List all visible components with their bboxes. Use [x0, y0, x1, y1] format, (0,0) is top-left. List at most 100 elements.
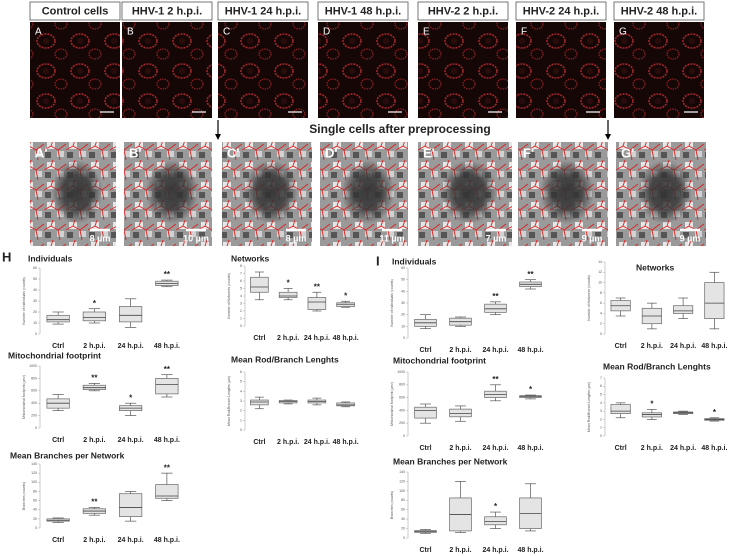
box-chart: Mean Rod/Branch Lenghts Mean Rod/Branch L…: [587, 361, 728, 452]
y-tick-label: 4: [240, 389, 242, 393]
chart-title: Individuals: [28, 253, 73, 263]
header-box: [217, 1, 309, 21]
image-letter: B: [127, 27, 134, 38]
significance: **: [527, 270, 534, 279]
category-label: 2 h.p.i.: [449, 445, 471, 452]
y-tick-label: 4: [600, 311, 602, 315]
image-letter: G: [619, 27, 627, 38]
y-tick-label: 14: [598, 260, 602, 264]
category-label: 2 h.p.i.: [641, 343, 663, 350]
y-tick-label: 12: [598, 270, 602, 274]
category-label: 2 h.p.i.: [83, 343, 105, 350]
y-tick-label: 2: [240, 409, 242, 413]
y-tick-label: 2: [600, 417, 602, 421]
box: [414, 406, 437, 419]
header-box: [613, 1, 705, 21]
box: [449, 408, 472, 418]
y-tick-label: 1000: [29, 364, 37, 368]
micrograph: [218, 22, 308, 118]
y-tick-label: 5: [240, 286, 242, 290]
significance: *: [287, 279, 291, 288]
y-tick-label: 1: [240, 418, 242, 422]
image-letter: E: [423, 27, 430, 38]
category-label: Ctrl: [253, 439, 265, 446]
y-tick-label: 140: [399, 470, 405, 474]
y-axis-label: Number of Networks (counts): [587, 275, 591, 321]
nucleus: [341, 160, 395, 224]
category-label: Ctrl: [615, 343, 627, 350]
header-box: [121, 1, 213, 21]
header-box: [29, 1, 121, 21]
category-label: Ctrl: [253, 335, 265, 342]
chart-title: Individuals: [392, 256, 437, 266]
category-label: 24 h.p.i.: [118, 437, 144, 444]
y-tick-label: 4: [600, 401, 602, 405]
y-tick-label: 7: [600, 376, 602, 380]
y-tick-label: 0: [35, 526, 37, 530]
significance: *: [529, 385, 533, 394]
category-label: 24 h.p.i.: [670, 445, 696, 452]
y-tick-label: 20: [33, 517, 37, 521]
header-box: [317, 1, 409, 21]
column-header: HHV-1 24 h.p.i.: [225, 5, 301, 17]
y-tick-label: 0: [600, 434, 602, 438]
panel-letter: I: [376, 253, 380, 268]
y-tick-label: 20: [401, 526, 405, 530]
y-tick-label: 400: [399, 408, 405, 412]
chart-title: Networks: [636, 262, 675, 272]
category-label: 48 h.p.i.: [333, 439, 359, 446]
significance: **: [164, 365, 171, 374]
y-tick-label: 40: [33, 508, 37, 512]
box: [155, 484, 179, 499]
box: [641, 412, 662, 418]
image-letter: E': [423, 145, 435, 160]
box: [278, 291, 298, 298]
significance: *: [344, 291, 348, 300]
category-label: 48 h.p.i.: [154, 343, 180, 350]
box: [336, 402, 355, 407]
category-label: 48 h.p.i.: [517, 547, 543, 554]
nucleus: [638, 160, 692, 224]
y-tick-label: 2: [240, 309, 242, 313]
chart-title: Mean Branches per Network: [10, 450, 125, 460]
significance: *: [494, 502, 498, 511]
category-label: 2 h.p.i.: [277, 439, 299, 446]
scale-label: 11 µm: [379, 233, 404, 243]
box: [155, 378, 179, 395]
category-label: 2 h.p.i.: [449, 347, 471, 354]
micrograph: [516, 22, 606, 118]
category-label: 48 h.p.i.: [154, 437, 180, 444]
box: [119, 493, 143, 517]
box-chart: Mean Rod/Branch Lenghts Mean Rod/Branch L…: [227, 354, 359, 446]
box-chart: Individuals Number of individuals (counts…: [390, 256, 544, 354]
category-label: Ctrl: [419, 347, 431, 354]
arrow-head: [215, 134, 221, 140]
scale-label: 9 µm: [582, 233, 603, 243]
category-label: 48 h.p.i.: [517, 445, 543, 452]
y-tick-label: 1: [600, 426, 602, 430]
y-tick-label: 40: [401, 517, 405, 521]
y-axis-label: Number of Networks (counts): [227, 273, 231, 319]
category-label: 2 h.p.i.: [449, 547, 471, 554]
y-axis-label: Mitochondrial footprint (µm²): [22, 375, 26, 419]
scale-label: 8 µm: [286, 233, 307, 243]
y-tick-label: 10: [33, 321, 37, 325]
y-tick-label: 10: [401, 324, 405, 328]
y-tick-label: 8: [600, 291, 602, 295]
y-tick-label: 5: [240, 380, 242, 384]
micrograph: [30, 22, 120, 118]
category-label: Ctrl: [419, 445, 431, 452]
nucleus: [51, 160, 103, 224]
scale-label: 7 µm: [486, 233, 507, 243]
chart-title: Mitochondrial footprint: [8, 350, 101, 360]
significance: *: [129, 393, 133, 402]
significance: **: [492, 375, 499, 384]
category-label: 24 h.p.i.: [118, 343, 144, 350]
y-tick-label: 10: [598, 280, 602, 284]
category-label: 24 h.p.i.: [482, 347, 508, 354]
nucleus: [145, 160, 199, 224]
significance: **: [492, 292, 499, 301]
y-tick-label: 0: [600, 332, 602, 336]
y-tick-label: 100: [399, 489, 405, 493]
category-label: Ctrl: [615, 445, 627, 452]
